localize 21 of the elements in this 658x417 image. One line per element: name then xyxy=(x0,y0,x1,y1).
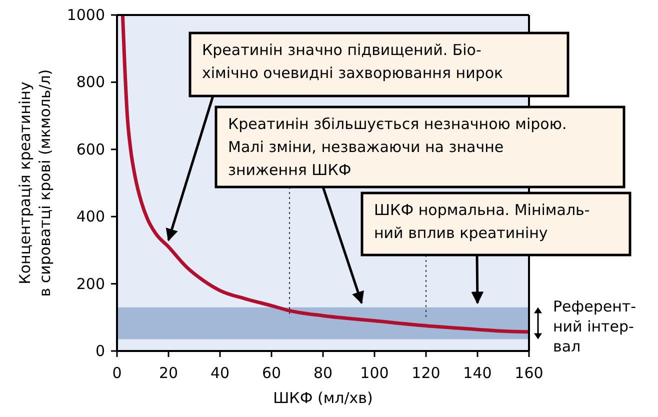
y-tick-label: 600 xyxy=(76,140,105,158)
x-tick-label: 140 xyxy=(463,364,492,382)
x-tick-label: 120 xyxy=(412,364,440,382)
annotation: Креатинін збільшується незначною мірою. Малі зміни, незважаючи на значне зниження ШКФ xyxy=(228,115,567,179)
y-axis-title: Концентрація креатиніну в сироватці крові (мкмоль/л) xyxy=(16,69,54,297)
y-tick-label: 200 xyxy=(76,274,105,293)
x-tick-label: 60 xyxy=(262,364,282,382)
x-tick-label: 100 xyxy=(360,364,389,382)
annotation: ШКФ нормальна. Мінімаль- ний вплив креатиніну xyxy=(374,201,590,242)
y-tick-label: 0 xyxy=(95,342,105,360)
y-tick-label: 800 xyxy=(76,73,105,92)
x-tick-label: 160 xyxy=(514,364,544,382)
x-tick-label: 20 xyxy=(158,364,178,382)
band-label: Референт- ний інтер- вал xyxy=(553,297,636,356)
y-tick-label: 1000 xyxy=(66,6,105,24)
annotation: Креатинін значно підвищений. Біо- хімічно очевидні захворювання нирок xyxy=(202,41,504,82)
x-tick-label: 0 xyxy=(112,364,122,382)
y-tick-label: 400 xyxy=(76,208,105,226)
x-tick-label: 40 xyxy=(210,364,230,382)
x-axis-title: ШКФ (мл/хв) xyxy=(273,389,373,407)
x-tick-label: 80 xyxy=(313,364,333,382)
